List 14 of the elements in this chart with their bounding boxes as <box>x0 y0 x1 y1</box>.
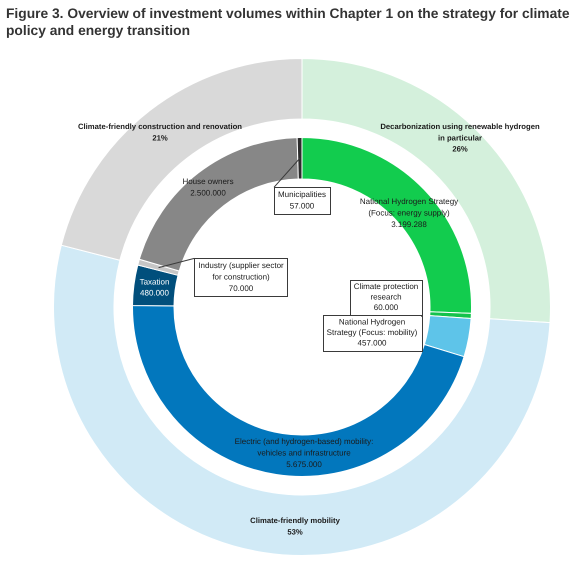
chart-title: Figure 3. Overview of investment volumes within Chapter 1 on the strategy for climate policy and energy transition <box>6 5 571 39</box>
data-label: 2.500.000 <box>190 188 226 198</box>
slice-label: Electric (and hydrogen-based) mobility: vehicles and infrastructure <box>234 437 374 458</box>
slice-label: Climate protection research <box>354 282 418 302</box>
data-label: 60.000 <box>374 303 399 312</box>
slice-label: Taxation <box>140 277 170 286</box>
slice-label: Municipalities <box>278 190 326 200</box>
data-label: 5.675.000 <box>286 460 322 469</box>
data-label: 457.000 <box>358 338 388 348</box>
slice-label: Industry (supplier sector for construction) <box>198 261 284 282</box>
data-label: 480.000 <box>140 288 170 298</box>
data-label: 70.000 <box>228 284 254 293</box>
slice-label: National Hydrogen Strategy (Focus: mobility) <box>326 318 418 338</box>
data-label: 57.000 <box>290 202 315 211</box>
